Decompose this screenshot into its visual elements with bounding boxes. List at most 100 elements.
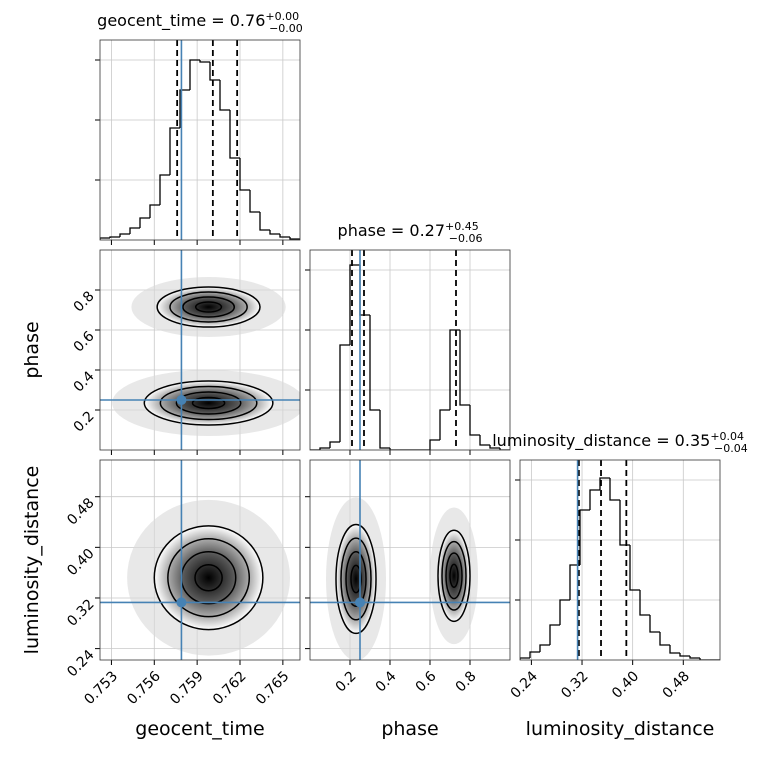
x-axis-label: geocent_time xyxy=(135,718,264,740)
hist-step xyxy=(619,500,630,546)
hist-step xyxy=(369,315,380,411)
contour xyxy=(175,391,242,415)
hist-step xyxy=(549,624,560,645)
truth-point xyxy=(355,597,365,608)
hist-step xyxy=(559,599,570,625)
hist-step xyxy=(389,448,400,450)
y-tick-label: 0.40 xyxy=(64,546,97,579)
contour xyxy=(182,296,236,318)
hist-step xyxy=(589,489,600,510)
panel: 0.753 0.756 0.759 0.762 0.765 0.24 0.32 0.40 0.4… xyxy=(21,459,301,740)
hist-step xyxy=(109,236,120,238)
hist-step xyxy=(569,564,580,600)
hist-step xyxy=(669,645,680,654)
contour xyxy=(159,385,258,421)
hist-step xyxy=(209,62,220,81)
hist-step xyxy=(459,330,470,406)
contour xyxy=(143,380,274,426)
hist-step xyxy=(199,60,210,63)
hist-step xyxy=(579,509,590,565)
hist-step xyxy=(219,80,230,111)
contour xyxy=(350,564,362,594)
hist-step xyxy=(359,265,370,316)
x-tick-label: 0.756 xyxy=(124,668,164,708)
x-tick-label: 0.762 xyxy=(210,668,250,708)
contour xyxy=(194,563,223,592)
contour xyxy=(340,537,372,621)
x-tick-label: 0.24 xyxy=(508,668,541,701)
x-tick-label: 0.6 xyxy=(413,668,440,695)
panel-frame xyxy=(99,459,301,661)
panel: geocent_time = 0.76+0.00 −0.00 xyxy=(95,10,303,245)
panel: 0.2 0.4 0.6 0.8 phase xyxy=(305,459,511,740)
contour xyxy=(167,538,251,618)
panel: phase = 0.27+0.45 −0.06 xyxy=(305,220,511,455)
plot-area xyxy=(520,460,720,660)
y-axis-label: luminosity_distance xyxy=(21,466,43,655)
panel-frame xyxy=(99,249,301,451)
contour xyxy=(437,529,471,623)
hist-step xyxy=(439,409,450,440)
hist-step xyxy=(159,174,170,205)
hist-step xyxy=(129,227,140,234)
x-tick-label: 0.4 xyxy=(373,668,400,695)
hist-step xyxy=(149,204,160,218)
hist-step xyxy=(379,410,390,449)
y-tick-label: 0.2 xyxy=(71,408,98,435)
x-axis-label: luminosity_distance xyxy=(526,718,715,740)
hist-step xyxy=(329,441,340,448)
hist-step xyxy=(679,653,690,657)
hist-step xyxy=(239,158,250,191)
contour xyxy=(169,291,248,323)
hist-step xyxy=(449,329,460,410)
hist-step xyxy=(689,656,700,659)
y-tick-label: 0.32 xyxy=(64,596,97,629)
x-axis-label: phase xyxy=(381,718,438,740)
title-minus: −0.00 xyxy=(269,22,303,35)
hist-step xyxy=(629,545,640,591)
hist-step xyxy=(499,448,510,450)
hist-step xyxy=(659,632,670,646)
hist-step xyxy=(319,447,330,450)
contour xyxy=(335,523,377,635)
hist-step xyxy=(349,264,360,345)
hist-step xyxy=(529,651,540,658)
density-fill xyxy=(157,287,260,327)
density-fill xyxy=(144,381,273,425)
y-axis-label: phase xyxy=(21,321,43,378)
panel-title: phase = 0.27+0.45 −0.06 xyxy=(338,220,483,245)
hist-step xyxy=(100,237,110,240)
x-tick-label: 0.2 xyxy=(333,668,360,695)
hist-step xyxy=(429,439,440,450)
panel-frame xyxy=(99,39,301,241)
hist-step xyxy=(469,405,480,436)
title-main: luminosity_distance = 0.35 xyxy=(492,431,710,451)
hist-step xyxy=(479,435,490,446)
title-plus: +0.04 xyxy=(710,430,744,443)
contour xyxy=(445,552,463,600)
x-tick-label: 0.48 xyxy=(660,668,693,701)
panel-frame xyxy=(309,249,511,451)
hist-step xyxy=(279,234,290,238)
contour xyxy=(153,525,264,631)
hist-step xyxy=(269,230,280,235)
title-minus: −0.04 xyxy=(714,442,748,455)
hist-step xyxy=(699,658,710,660)
hist-step xyxy=(249,190,260,213)
y-tick-label: 0.24 xyxy=(64,647,97,680)
y-tick-label: 0.48 xyxy=(64,495,97,528)
panel: 0.24 0.32 0.40 0.48 luminosity_distance = 0.… xyxy=(492,430,748,740)
title-plus: +0.00 xyxy=(265,10,299,23)
x-tick-label: 0.753 xyxy=(81,668,121,708)
hist-step xyxy=(520,657,530,660)
hist-step xyxy=(609,478,620,501)
hist-step xyxy=(539,644,550,652)
contour xyxy=(191,396,226,410)
plot-area xyxy=(310,460,510,660)
panel-title: luminosity_distance = 0.35+0.04 −0.04 xyxy=(492,430,748,455)
hist-step xyxy=(599,477,610,490)
hist-step xyxy=(139,217,150,228)
truth-point xyxy=(176,597,187,608)
title-main: phase = 0.27 xyxy=(338,221,445,240)
